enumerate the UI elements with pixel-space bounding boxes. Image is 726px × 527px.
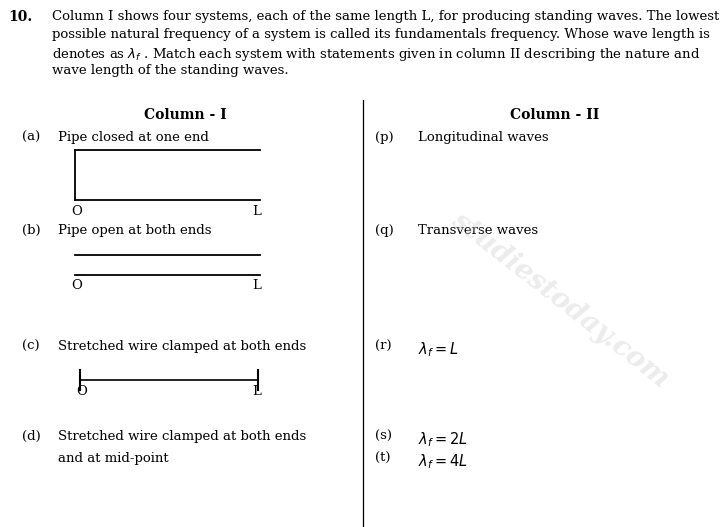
Text: L: L (252, 279, 261, 292)
Text: Column I shows four systems, each of the same length L, for producing standing w: Column I shows four systems, each of the… (52, 10, 719, 23)
Text: (b): (b) (22, 224, 41, 237)
Text: $\lambda_f = 2L$: $\lambda_f = 2L$ (418, 430, 468, 448)
Text: 10.: 10. (8, 10, 32, 24)
Text: O: O (71, 205, 82, 218)
Text: (t): (t) (375, 452, 391, 465)
Text: wave length of the standing waves.: wave length of the standing waves. (52, 64, 289, 77)
Text: L: L (252, 205, 261, 218)
Text: $\lambda_f = L$: $\lambda_f = L$ (418, 340, 459, 359)
Text: O: O (76, 385, 87, 398)
Text: (s): (s) (375, 430, 392, 443)
Text: (q): (q) (375, 224, 393, 237)
Text: Stretched wire clamped at both ends: Stretched wire clamped at both ends (58, 340, 306, 353)
Text: (a): (a) (22, 131, 40, 144)
Text: Column - II: Column - II (510, 108, 600, 122)
Text: and at mid-point: and at mid-point (58, 452, 168, 465)
Text: L: L (252, 385, 261, 398)
Text: (d): (d) (22, 430, 41, 443)
Text: Longitudinal waves: Longitudinal waves (418, 131, 549, 144)
Text: (p): (p) (375, 131, 393, 144)
Text: denotes as $\lambda_f$ . Match each system with statements given in column II de: denotes as $\lambda_f$ . Match each syst… (52, 46, 700, 63)
Text: (c): (c) (22, 340, 40, 353)
Text: Column - I: Column - I (144, 108, 227, 122)
Text: possible natural frequency of a system is called its fundamentals frequency. Who: possible natural frequency of a system i… (52, 28, 710, 41)
Text: Transverse waves: Transverse waves (418, 224, 538, 237)
Text: Pipe closed at one end: Pipe closed at one end (58, 131, 209, 144)
Text: $\lambda_f = 4L$: $\lambda_f = 4L$ (418, 452, 468, 471)
Text: O: O (71, 279, 82, 292)
Text: (r): (r) (375, 340, 391, 353)
Text: Pipe open at both ends: Pipe open at both ends (58, 224, 211, 237)
Text: studiestoday.com: studiestoday.com (446, 207, 674, 393)
Text: Stretched wire clamped at both ends: Stretched wire clamped at both ends (58, 430, 306, 443)
